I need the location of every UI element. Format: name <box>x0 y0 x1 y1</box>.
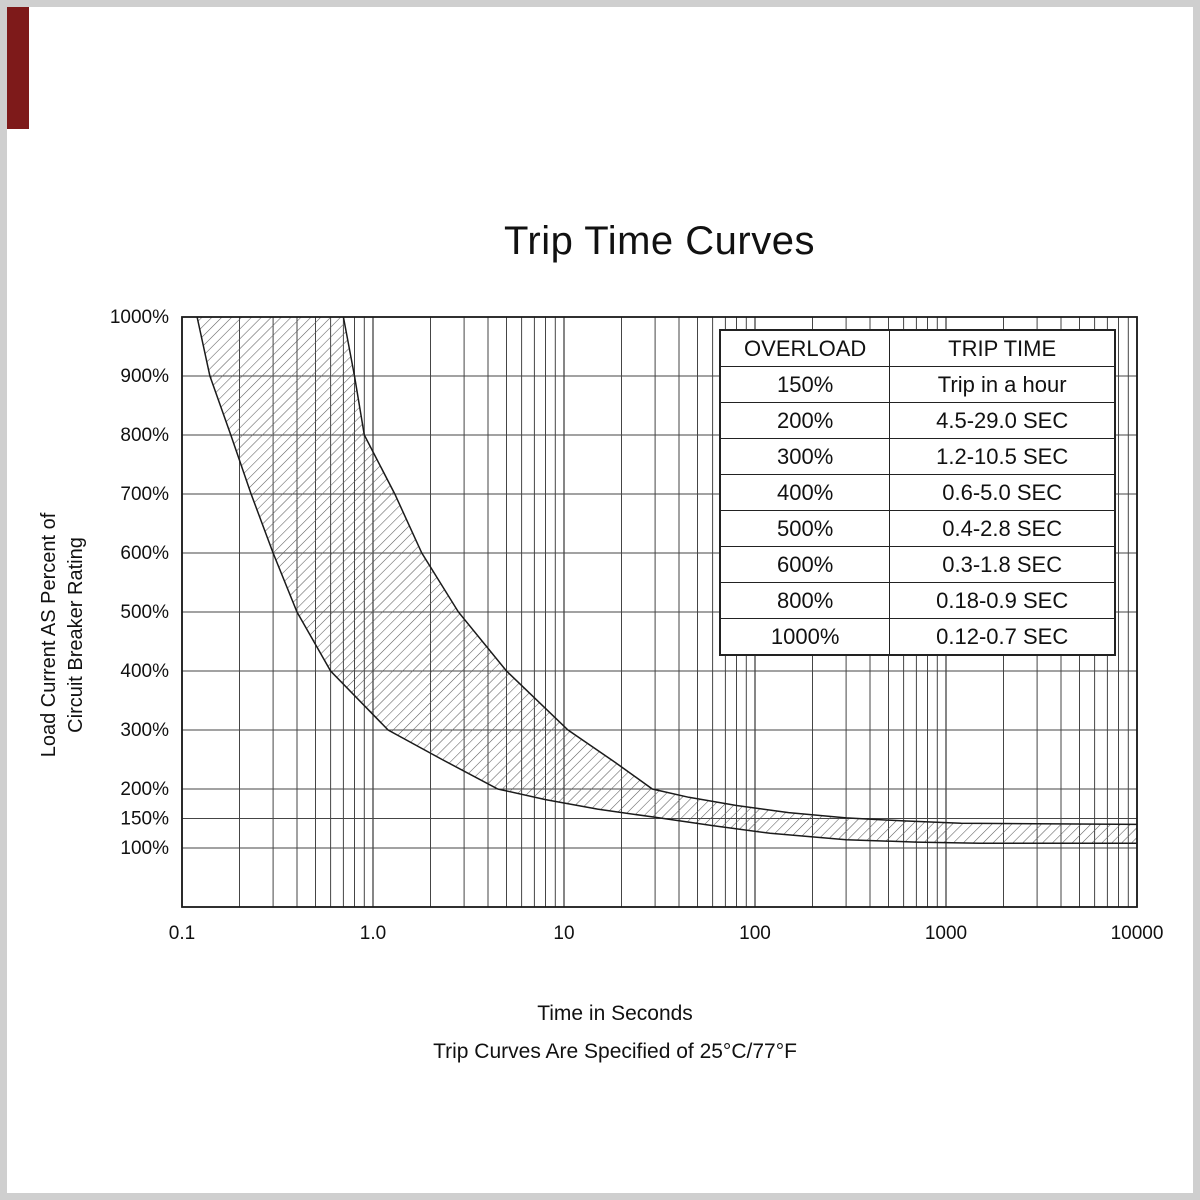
trip-table-head: OVERLOAD TRIP TIME <box>719 329 1116 367</box>
trip-time-cell: 1.2-10.5 SEC <box>889 438 1116 475</box>
x-tick-label: 0.1 <box>169 923 195 944</box>
x-tick-label: 1.0 <box>360 923 386 944</box>
table-row: 1000% 0.12-0.7 SEC <box>719 618 1116 656</box>
overload-cell: 500% <box>719 510 891 547</box>
trip-time-table: OVERLOAD TRIP TIME 150% Trip in a hour 200%… <box>719 329 1116 656</box>
y-tick-label: 600% <box>120 543 169 564</box>
x-tick-label: 10000 <box>1111 923 1164 944</box>
overload-cell: 400% <box>719 474 891 511</box>
overload-cell: 200% <box>719 402 891 439</box>
x-axis-title: Time in Seconds <box>537 1002 693 1025</box>
y-tick-label: 700% <box>120 484 169 505</box>
trip-time-cell: 0.18-0.9 SEC <box>889 582 1116 619</box>
trip-time-cell: 0.12-0.7 SEC <box>889 618 1116 656</box>
trip-table-body: 150% Trip in a hour 200% 4.5-29.0 SEC 300% 1.… <box>719 366 1116 656</box>
table-row: 400% 0.6-5.0 SEC <box>719 474 1116 511</box>
y-tick-label: 1000% <box>110 307 169 328</box>
trip-time-cell: 4.5-29.0 SEC <box>889 402 1116 439</box>
trip-time-cell: Trip in a hour <box>889 366 1116 403</box>
max-trip-curve <box>342 316 1138 826</box>
table-row: 200% 4.5-29.0 SEC <box>719 402 1116 439</box>
overload-cell: 300% <box>719 438 891 475</box>
overload-cell: 800% <box>719 582 891 619</box>
x-tick-label: 100 <box>739 923 771 944</box>
y-tick-label: 100% <box>120 838 169 859</box>
y-tick-label: 200% <box>120 779 169 800</box>
trip-time-cell: 0.4-2.8 SEC <box>889 510 1116 547</box>
table-header-cell: OVERLOAD <box>719 329 891 367</box>
trip-time-table-container: OVERLOAD TRIP TIME 150% Trip in a hour 200%… <box>719 329 1116 656</box>
table-row: 150% Trip in a hour <box>719 366 1116 403</box>
y-tick-label: 900% <box>120 366 169 387</box>
overload-cell: 600% <box>719 546 891 583</box>
table-header-cell: TRIP TIME <box>889 329 1116 367</box>
y-tick-label: 150% <box>120 809 169 830</box>
table-row: 300% 1.2-10.5 SEC <box>719 438 1116 475</box>
corner-ribbon-decoration <box>7 7 29 129</box>
table-row: 800% 0.18-0.9 SEC <box>719 582 1116 619</box>
table-header-row: OVERLOAD TRIP TIME <box>719 329 1116 367</box>
table-row: 600% 0.3-1.8 SEC <box>719 546 1116 583</box>
x-tick-label: 1000 <box>925 923 967 944</box>
chart-title: Trip Time Curves <box>503 219 815 263</box>
min-trip-curve <box>196 316 1137 845</box>
y-tick-label: 300% <box>120 720 169 741</box>
y-tick-label: 400% <box>120 661 169 682</box>
trip-band <box>197 317 1138 844</box>
overload-cell: 150% <box>719 366 891 403</box>
table-row: 500% 0.4-2.8 SEC <box>719 510 1116 547</box>
y-tick-label: 800% <box>120 425 169 446</box>
trip-time-cell: 0.3-1.8 SEC <box>889 546 1116 583</box>
conditions-caption: Trip Curves Are Specified of 25°C/77°F <box>433 1040 797 1063</box>
x-tick-label: 10 <box>553 923 574 944</box>
overload-cell: 1000% <box>719 618 891 656</box>
trip-time-cell: 0.6-5.0 SEC <box>889 474 1116 511</box>
y-tick-label: 500% <box>120 602 169 623</box>
